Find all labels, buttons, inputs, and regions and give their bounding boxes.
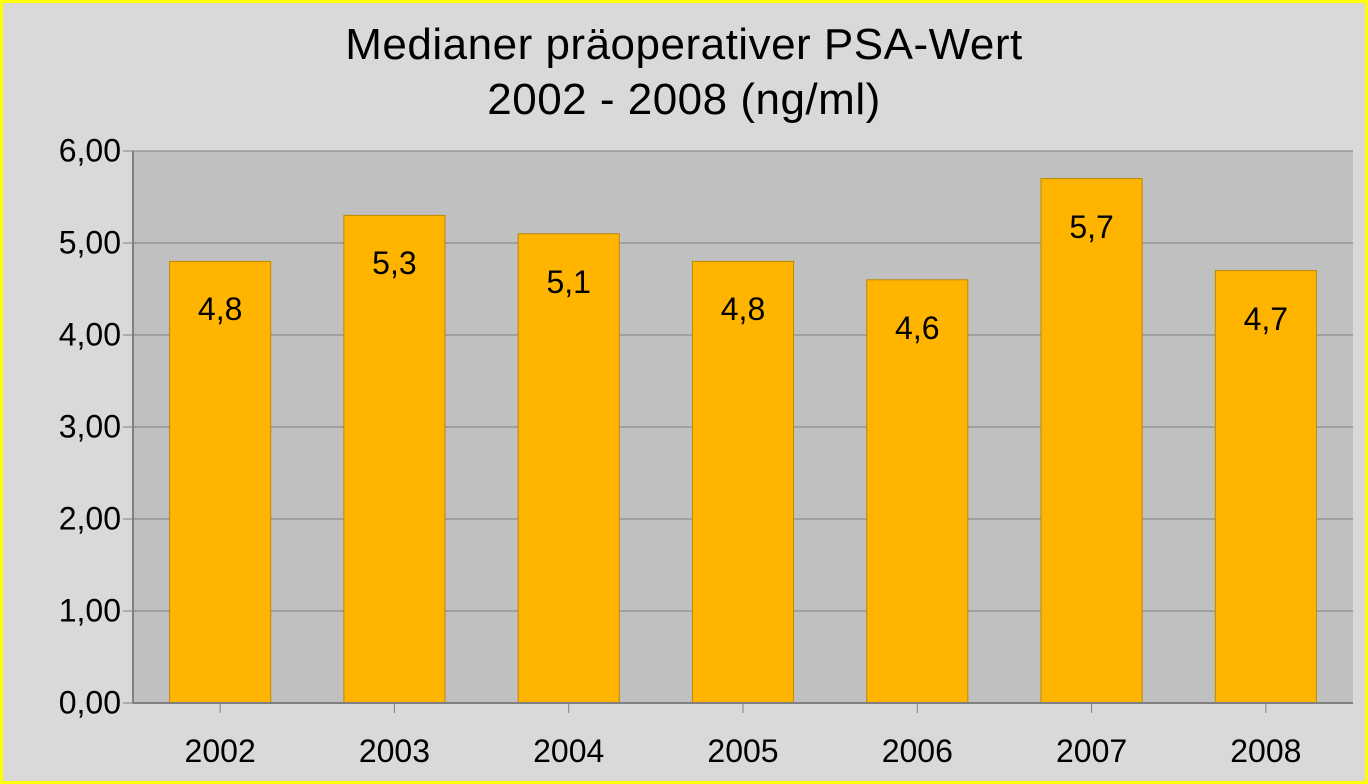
chart-svg xyxy=(133,151,1353,703)
y-tick-label: 6,00 xyxy=(3,133,121,170)
x-tick-label: 2007 xyxy=(1056,733,1127,770)
bar-value-label: 4,8 xyxy=(721,291,765,328)
x-tick-label: 2008 xyxy=(1230,733,1301,770)
y-tick-label: 3,00 xyxy=(3,409,121,446)
y-tick-label: 1,00 xyxy=(3,593,121,630)
y-tick-label: 4,00 xyxy=(3,317,121,354)
x-tick-label: 2006 xyxy=(882,733,953,770)
x-tick-label: 2002 xyxy=(185,733,256,770)
plot-area xyxy=(133,151,1353,703)
x-tick-label: 2003 xyxy=(359,733,430,770)
bar xyxy=(518,234,619,703)
bar-value-label: 4,8 xyxy=(198,291,242,328)
y-tick-label: 5,00 xyxy=(3,225,121,262)
bar-value-label: 5,3 xyxy=(372,245,416,282)
x-tick-label: 2005 xyxy=(707,733,778,770)
bar xyxy=(1041,179,1142,703)
chart-frame: Medianer präoperativer PSA-Wert 2002 - 2… xyxy=(0,0,1368,784)
bar-value-label: 4,7 xyxy=(1244,301,1288,338)
x-tick-label: 2004 xyxy=(533,733,604,770)
bar xyxy=(344,215,445,703)
bar-value-label: 4,6 xyxy=(895,310,939,347)
chart-title: Medianer präoperativer PSA-Wert 2002 - 2… xyxy=(3,17,1365,127)
bar-value-label: 5,1 xyxy=(546,264,590,301)
y-tick-label: 2,00 xyxy=(3,501,121,538)
y-tick-label: 0,00 xyxy=(3,685,121,722)
bar-value-label: 5,7 xyxy=(1069,209,1113,246)
